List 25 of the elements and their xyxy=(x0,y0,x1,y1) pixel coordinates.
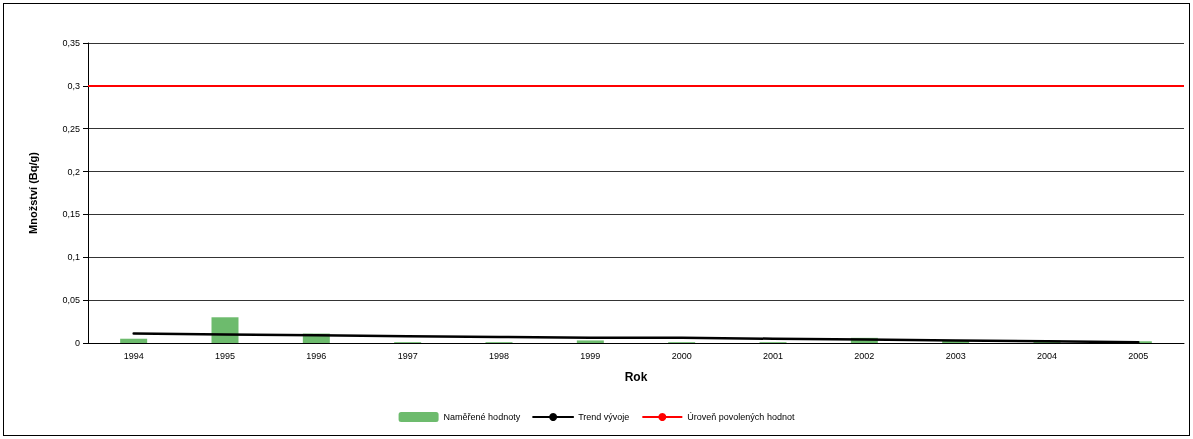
x-tick-label: 1996 xyxy=(306,350,327,361)
x-tick-label: 1995 xyxy=(214,350,236,361)
legend-label: Trend vývoje xyxy=(578,412,630,422)
x-tick-label: 1997 xyxy=(397,350,418,361)
y-tick-label: 0,2 xyxy=(67,166,80,177)
y-axis-title: Množství (Bq/g) xyxy=(26,151,39,234)
x-tick-label: 2005 xyxy=(1128,350,1149,361)
x-tick-label: 2003 xyxy=(945,350,966,361)
x-tick-label: 2001 xyxy=(762,350,784,361)
legend-label: Naměřené hodnoty xyxy=(443,412,521,422)
y-tick-label: 0,1 xyxy=(67,252,80,263)
y-tick-label: 0,05 xyxy=(62,295,80,306)
legend-label: Úroveň povolených hodnot xyxy=(687,412,795,422)
y-tick-label: 0 xyxy=(74,338,80,348)
x-axis-title: Rok xyxy=(624,370,648,384)
x-tick-label: 2002 xyxy=(854,350,875,361)
y-tick-label: 0,25 xyxy=(62,123,80,134)
y-tick-label: 0,3 xyxy=(67,80,80,91)
x-tick-label: 1998 xyxy=(488,350,510,361)
x-tick-label: 2004 xyxy=(1036,350,1058,361)
y-tick-label: 0,35 xyxy=(62,38,80,48)
y-tick-label: 0,15 xyxy=(62,209,80,220)
x-tick-label: 1994 xyxy=(123,350,144,361)
x-tick-label: 2000 xyxy=(671,350,692,361)
x-tick-label: 1999 xyxy=(580,350,601,361)
